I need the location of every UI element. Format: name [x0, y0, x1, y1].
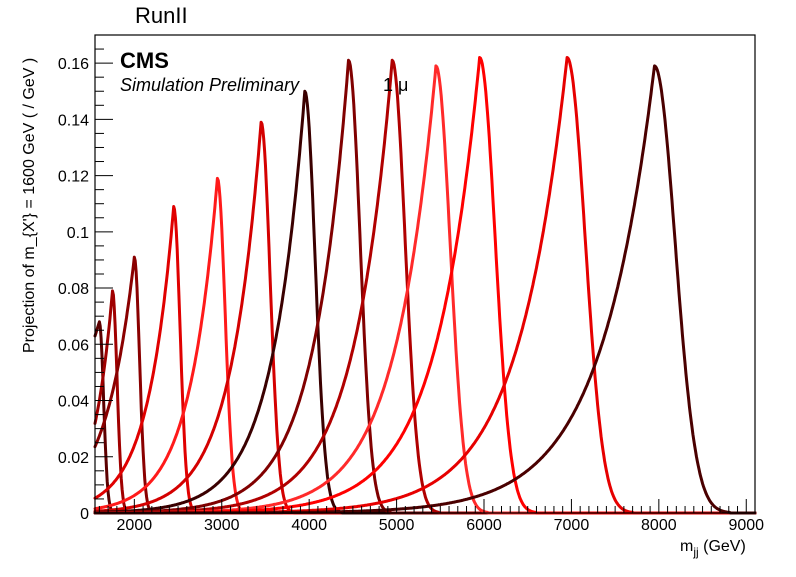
series-line-4450 — [93, 58, 757, 515]
x-tick-label: 3000 — [204, 517, 240, 534]
y-tick-label: 0.16 — [58, 56, 89, 73]
simulation-label: Simulation Preliminary — [120, 75, 300, 95]
y-axis-title: Projection of m_{X'} = 1600 GeV ( / GeV … — [21, 58, 38, 353]
y-tick-label: 0.06 — [58, 337, 89, 354]
y-tick-label: 0.12 — [58, 169, 89, 186]
y-tick-label: 0.1 — [67, 225, 89, 242]
x-tick-label: 5000 — [379, 517, 415, 534]
y-tick-label: 0.04 — [58, 394, 89, 411]
series-line-1750 — [93, 289, 757, 515]
series-line-5950 — [93, 56, 757, 515]
series-line-4950 — [93, 58, 757, 515]
x-tick-label: 2000 — [117, 517, 153, 534]
series-line-7950 — [93, 64, 757, 515]
x-tick-label: 6000 — [466, 517, 502, 534]
y-tick-label: 0.14 — [58, 112, 89, 129]
series-line-6950 — [93, 56, 757, 515]
series-line-5450 — [93, 64, 757, 515]
x-axis: 2000 3000 4000 5000 6000 7000 8000 9000 — [98, 499, 764, 534]
chart-title: RunII — [135, 3, 188, 28]
series-line-3950 — [93, 89, 757, 515]
series-line-1600 — [93, 320, 757, 515]
x-tick-label: 9000 — [728, 517, 764, 534]
y-tick-label: 0.08 — [58, 281, 89, 298]
y-tick-label: 0 — [80, 506, 89, 523]
plot-curves — [93, 56, 757, 515]
plot-frame — [94, 34, 756, 514]
y-tick-label: 0.02 — [58, 450, 89, 467]
extra-label: 1 μ — [383, 75, 408, 95]
series-line-2950 — [93, 176, 757, 515]
y-axis: 0 0.02 0.04 0.06 0.08 0.1 0.12 0.14 0.16 — [58, 34, 113, 523]
x-axis-title: mjj (GeV) — [680, 538, 746, 559]
x-tick-label: 8000 — [641, 517, 677, 534]
cms-label: CMS — [120, 48, 169, 73]
x-tick-label: 7000 — [554, 517, 590, 534]
x-tick-label: 4000 — [291, 517, 327, 534]
